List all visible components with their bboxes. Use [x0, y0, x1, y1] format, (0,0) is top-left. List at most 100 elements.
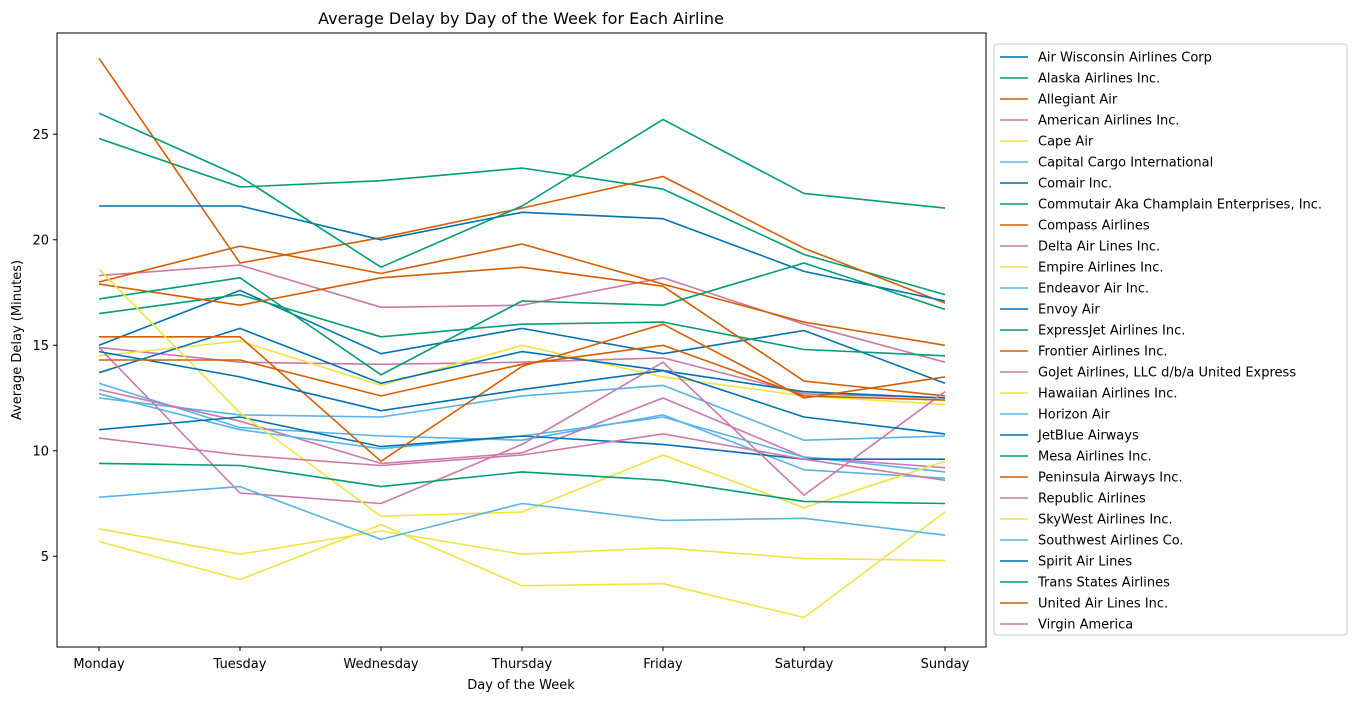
- legend-item: American Airlines Inc.: [1000, 114, 1180, 129]
- legend-label: GoJet Airlines, LLC d/b/a United Express: [1038, 366, 1296, 381]
- legend-item: JetBlue Airways: [1000, 429, 1139, 444]
- series-line-22: [98, 346, 946, 505]
- x-tick-label: Thursday: [491, 657, 553, 672]
- legend-item: Frontier Airlines Inc.: [1000, 345, 1168, 360]
- y-tick-label: 15: [32, 339, 49, 354]
- legend-label: Republic Airlines: [1038, 492, 1146, 507]
- legend-item: Commutair Aka Champlain Enterprises, Inc…: [1000, 198, 1322, 213]
- legend-item: Allegiant Air: [1000, 93, 1118, 108]
- legend-label: Comair Inc.: [1038, 177, 1112, 192]
- legend-label: ExpressJet Airlines Inc.: [1038, 324, 1185, 339]
- y-tick-label: 20: [32, 233, 49, 248]
- legend-items: Air Wisconsin Airlines Corp Alaska Airlin…: [1000, 51, 1322, 633]
- legend-item: Empire Airlines Inc.: [1000, 261, 1164, 276]
- legend-item: Horizon Air: [1000, 408, 1110, 423]
- series-line-5: [98, 511, 946, 619]
- plot-lines: [98, 57, 946, 619]
- series-line-14: [98, 293, 946, 357]
- y-tick-label: 25: [32, 128, 49, 143]
- legend-label: JetBlue Airways: [1037, 429, 1139, 444]
- legend-item: Mesa Airlines Inc.: [1000, 450, 1152, 465]
- x-tick-label: Friday: [643, 657, 683, 672]
- series-line-8: [98, 112, 946, 269]
- legend-item: Republic Airlines: [1000, 492, 1146, 507]
- legend-label: United Air Lines Inc.: [1038, 597, 1168, 612]
- legend-label: Trans States Airlines: [1037, 576, 1170, 591]
- y-tick-label: 5: [41, 550, 49, 565]
- legend-label: Capital Cargo International: [1038, 156, 1213, 171]
- legend-item: Envoy Air: [1000, 303, 1100, 318]
- x-tick-label: Sunday: [921, 657, 970, 672]
- legend-label: Spirit Air Lines: [1038, 555, 1132, 570]
- legend-label: Empire Airlines Inc.: [1038, 261, 1164, 276]
- series-line-10: [98, 346, 946, 399]
- legend-item: Delta Air Lines Inc.: [1000, 240, 1160, 255]
- chart-title: Average Delay by Day of the Week for Eac…: [318, 9, 724, 28]
- legend-label: Air Wisconsin Airlines Corp: [1038, 51, 1212, 66]
- x-axis-label: Day of the Week: [467, 678, 575, 693]
- series-line-7: [99, 205, 946, 302]
- legend-label: American Airlines Inc.: [1038, 114, 1180, 129]
- series-line-23: [98, 268, 946, 518]
- legend-label: Cape Air: [1038, 135, 1094, 150]
- legend-item: Trans States Airlines: [1000, 576, 1170, 591]
- series-line-18: [98, 393, 946, 473]
- y-axis: 5 10 15 20 25: [32, 128, 57, 565]
- series-line-3: [98, 57, 946, 304]
- series-line-13: [98, 327, 946, 399]
- series-line-16: [98, 388, 946, 469]
- x-axis: Monday Tuesday Wednesday Thursday Friday Satu…: [73, 647, 970, 672]
- legend-item: Southwest Airlines Co.: [1000, 534, 1184, 549]
- series-line-4: [98, 264, 946, 363]
- legend-label: Endeavor Air Inc.: [1038, 282, 1149, 297]
- legend-item: Hawaiian Airlines Inc.: [1000, 387, 1177, 402]
- legend-item: Cape Air: [1000, 135, 1094, 150]
- legend-label: Peninsula Airways Inc.: [1038, 471, 1183, 486]
- x-tick-label: Wednesday: [343, 657, 419, 672]
- legend-frame: [993, 43, 1348, 636]
- legend-label: Compass Airlines: [1038, 219, 1150, 234]
- legend-label: Southwest Airlines Co.: [1038, 534, 1184, 549]
- series-line-1: [98, 289, 946, 385]
- legend-item: Endeavor Air Inc.: [1000, 282, 1149, 297]
- legend-item: ExpressJet Airlines Inc.: [1000, 324, 1185, 339]
- legend-item: Spirit Air Lines: [1000, 555, 1132, 570]
- series-line-2: [98, 137, 946, 296]
- series-line-21: [99, 323, 946, 463]
- legend-item: Alaska Airlines Inc.: [1000, 72, 1160, 87]
- series-line-27: [99, 344, 946, 401]
- series-line-17: [98, 528, 946, 562]
- legend-label: Virgin America: [1038, 618, 1133, 633]
- legend-item: Air Wisconsin Airlines Corp: [1000, 51, 1212, 66]
- legend-item: Compass Airlines: [1000, 219, 1150, 234]
- x-tick-label: Monday: [73, 657, 125, 672]
- series-line-6: [98, 384, 946, 442]
- legend-label: Delta Air Lines Inc.: [1038, 240, 1160, 255]
- legend-item: SkyWest Airlines Inc.: [1000, 513, 1173, 528]
- legend-label: Horizon Air: [1038, 408, 1110, 423]
- legend-label: Allegiant Air: [1038, 93, 1118, 108]
- series-line-12: [98, 382, 946, 479]
- legend-label: Hawaiian Airlines Inc.: [1038, 387, 1177, 402]
- y-axis-label: Average Delay (Minutes): [10, 260, 25, 420]
- series-line-24: [98, 485, 946, 541]
- x-tick-label: Tuesday: [213, 657, 267, 672]
- legend-label: SkyWest Airlines Inc.: [1038, 513, 1173, 528]
- legend-item: Capital Cargo International: [1000, 156, 1213, 171]
- y-tick-label: 10: [32, 444, 49, 459]
- legend-label: Mesa Airlines Inc.: [1038, 450, 1152, 465]
- legend: Air Wisconsin Airlines Corp Alaska Airlin…: [993, 43, 1348, 636]
- legend-label: Envoy Air: [1038, 303, 1100, 318]
- series-line-28: [98, 433, 946, 482]
- legend-label: Frontier Airlines Inc.: [1038, 345, 1168, 360]
- x-tick-label: Saturday: [775, 657, 834, 672]
- legend-label: Commutair Aka Champlain Enterprises, Inc…: [1038, 198, 1322, 213]
- legend-item: United Air Lines Inc.: [1000, 597, 1168, 612]
- series-line-15: [98, 266, 946, 397]
- series-line-20: [98, 262, 946, 376]
- legend-item: GoJet Airlines, LLC d/b/a United Express: [1000, 366, 1296, 381]
- legend-label: Alaska Airlines Inc.: [1038, 72, 1160, 87]
- series-line-25: [98, 350, 946, 435]
